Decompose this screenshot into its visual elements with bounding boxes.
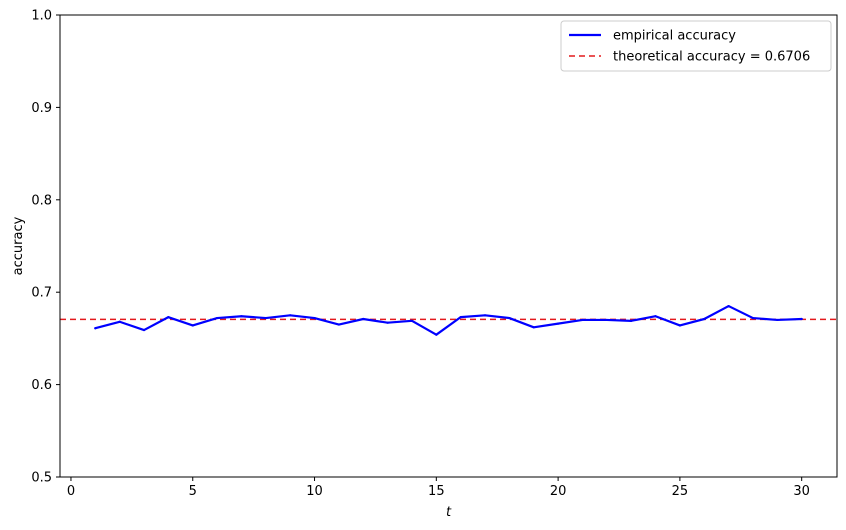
y-axis-label: accuracy <box>11 216 26 275</box>
data-point <box>94 327 97 330</box>
data-point <box>410 319 414 322</box>
y-tick-label: 0.6 <box>31 378 52 393</box>
data-point <box>459 316 462 319</box>
data-point <box>118 320 121 323</box>
plot-area <box>60 15 837 477</box>
data-point <box>362 317 365 321</box>
data-point <box>557 322 560 325</box>
x-tick-label: 30 <box>793 484 810 499</box>
data-point <box>630 319 633 322</box>
data-point <box>581 318 584 322</box>
legend-label: empirical accuracy <box>613 29 736 44</box>
data-point <box>337 323 340 326</box>
data-point <box>264 316 267 320</box>
data-point <box>751 316 755 320</box>
data-point <box>483 314 487 317</box>
series-line-empirical-accuracy <box>94 304 803 336</box>
data-point <box>435 333 438 336</box>
data-point <box>216 316 219 320</box>
x-tick-label: 25 <box>672 484 689 499</box>
data-point <box>289 314 292 317</box>
y-tick-label: 1.0 <box>31 9 52 24</box>
data-point <box>654 315 657 318</box>
data-point <box>313 316 316 320</box>
data-point <box>703 317 706 321</box>
y-tick-label: 0.9 <box>31 101 52 116</box>
legend-label: theoretical accuracy = 0.6706 <box>613 50 810 65</box>
data-point <box>386 321 389 324</box>
data-point <box>678 324 681 327</box>
y-tick-label: 0.5 <box>31 471 52 486</box>
data-point <box>142 328 146 332</box>
x-tick-label: 15 <box>428 484 445 499</box>
x-tick-label: 5 <box>189 484 197 499</box>
x-tick-label: 0 <box>67 484 75 499</box>
y-tick-label: 0.8 <box>31 193 52 208</box>
x-tick-label: 20 <box>550 484 567 499</box>
x-axis-label: t <box>446 505 452 520</box>
data-point <box>191 324 194 327</box>
x-tick-label: 10 <box>306 484 323 499</box>
data-point <box>508 316 511 320</box>
y-tick-label: 0.7 <box>31 286 52 301</box>
data-point <box>776 318 779 322</box>
data-point <box>167 316 170 319</box>
axes-frame <box>59 14 838 478</box>
data-point <box>240 315 243 318</box>
legend-box <box>560 20 832 72</box>
data-point <box>605 318 608 322</box>
data-point <box>532 326 535 329</box>
data-point <box>800 317 803 321</box>
data-point <box>727 304 730 308</box>
